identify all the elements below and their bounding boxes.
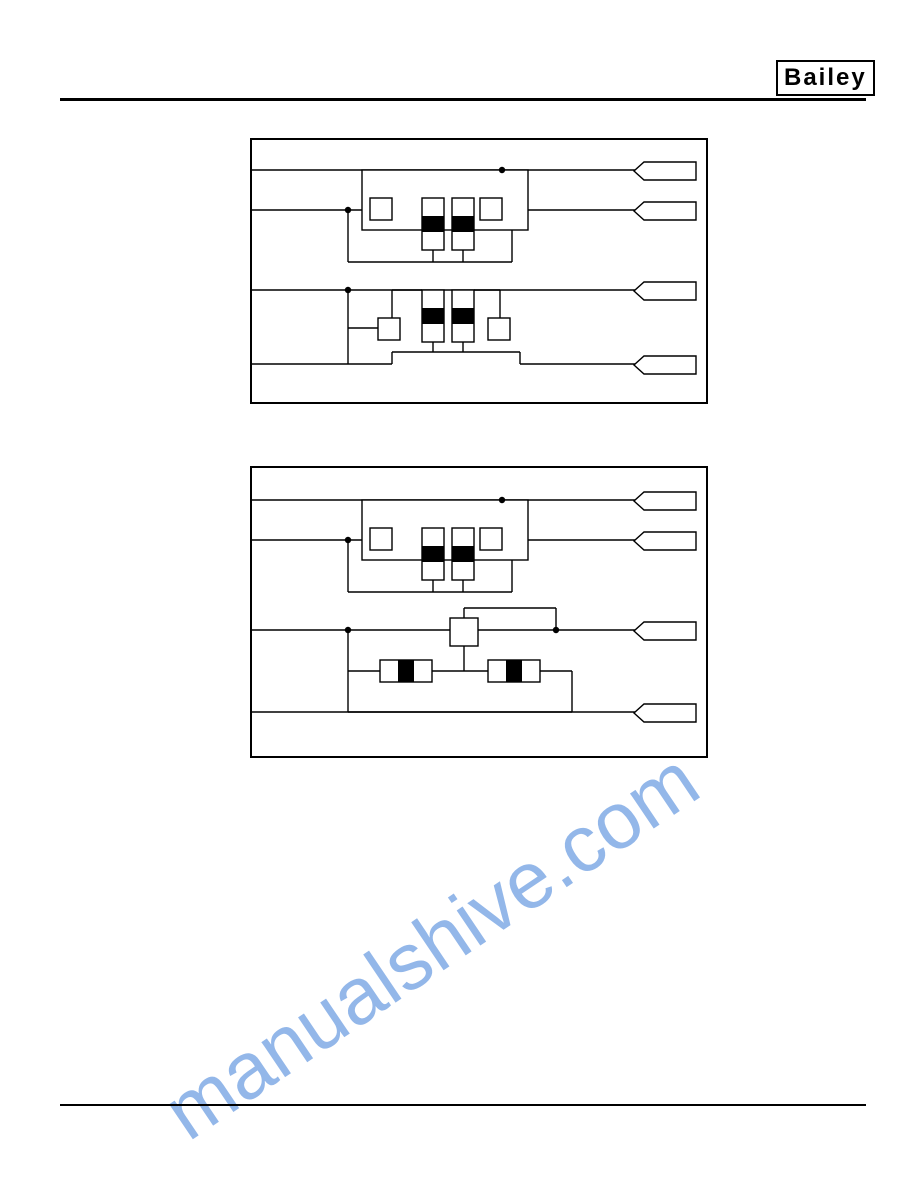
diagram-b-frame [250,466,708,758]
page: Bailey manualshive.com [0,0,918,1188]
brand-logo: Bailey [776,60,875,96]
diagram-a-svg [252,140,706,402]
watermark-text: manualshive.com [147,734,715,1158]
header-divider [60,98,866,101]
footer-divider [60,1104,866,1106]
diagram-b-svg [252,468,706,756]
diagram-a-frame [250,138,708,404]
